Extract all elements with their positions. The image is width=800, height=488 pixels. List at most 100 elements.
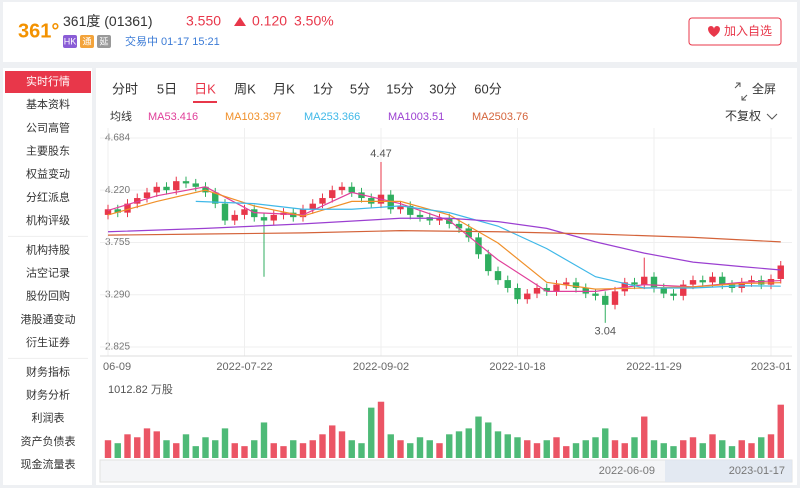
sidebar-item[interactable]: 权益变动 bbox=[26, 167, 70, 181]
tab[interactable]: 日K bbox=[194, 81, 216, 96]
sidebar-item[interactable]: 衍生证券 bbox=[26, 335, 70, 349]
stock-name: 361度 (01361) bbox=[63, 13, 153, 29]
sidebar-item[interactable]: 基本资料 bbox=[26, 97, 70, 111]
sidebar-item[interactable]: 现金流量表 bbox=[21, 457, 76, 471]
candle-body bbox=[572, 282, 580, 288]
ma-value: 3.397 bbox=[254, 111, 282, 123]
ma-legend: MA2503.76 bbox=[472, 111, 528, 123]
candle-body bbox=[494, 271, 502, 281]
volume-bar bbox=[680, 440, 687, 458]
sidebar-item[interactable]: 港股通变动 bbox=[21, 312, 76, 326]
sidebar-item[interactable]: 公司高管 bbox=[26, 120, 70, 134]
candle-body bbox=[143, 192, 151, 199]
tab[interactable]: 周K bbox=[234, 81, 256, 96]
candle-body bbox=[543, 287, 550, 292]
volume-bar bbox=[455, 431, 463, 458]
volume-bar bbox=[221, 428, 229, 458]
volume-bar bbox=[104, 440, 112, 458]
sidebar-item[interactable]: 机构评级 bbox=[26, 213, 70, 227]
candle-body bbox=[485, 254, 492, 272]
tab[interactable]: 1分 bbox=[313, 81, 333, 96]
sidebar-item[interactable]: 分红派息 bbox=[26, 190, 70, 204]
sidebar-item[interactable]: 股份回购 bbox=[26, 289, 70, 303]
sidebar-item[interactable]: 主要股东 bbox=[26, 145, 70, 158]
volume-bar bbox=[582, 440, 589, 458]
ma-value: 3.51 bbox=[423, 111, 444, 123]
ma-legend: MA253.366 bbox=[304, 111, 360, 123]
watch-button[interactable] bbox=[688, 17, 782, 46]
tab-underline bbox=[193, 101, 217, 103]
volume-bar bbox=[485, 422, 492, 458]
candle-body bbox=[748, 280, 755, 283]
header-panel bbox=[3, 2, 797, 62]
tag-box bbox=[80, 35, 94, 48]
candle-body bbox=[504, 280, 511, 288]
candle-body bbox=[260, 217, 268, 221]
candle-body bbox=[553, 284, 560, 292]
fullscreen-icon bbox=[734, 82, 748, 101]
candle-body bbox=[650, 276, 658, 288]
fullscreen[interactable]: 全屏 bbox=[752, 81, 776, 96]
volume-bar bbox=[416, 437, 424, 458]
volume-bar bbox=[387, 434, 394, 458]
volume-bar bbox=[182, 434, 190, 458]
tab[interactable]: 5分 bbox=[350, 81, 370, 96]
watch-button-label[interactable]: 加入自选 bbox=[724, 24, 772, 38]
volume-bar bbox=[504, 434, 511, 458]
sidebar-item[interactable]: 资产负债表 bbox=[21, 434, 76, 448]
ma-title: 均线 bbox=[110, 109, 132, 123]
candle-body bbox=[241, 209, 248, 215]
volume-bar bbox=[514, 437, 521, 458]
tab[interactable]: 30分 bbox=[429, 81, 456, 96]
tab[interactable]: 5日 bbox=[157, 81, 177, 96]
sidebar-item[interactable]: 财务指标 bbox=[26, 364, 70, 378]
candle-body bbox=[338, 186, 346, 191]
y-tick-label: 3.755 bbox=[105, 237, 130, 248]
tab[interactable]: 15分 bbox=[386, 81, 413, 96]
ma-line bbox=[107, 217, 781, 271]
volume-bar bbox=[758, 437, 765, 458]
volume-bar bbox=[748, 443, 755, 458]
ma-legend: MA53.416 bbox=[148, 111, 198, 123]
sidebar-item[interactable]: 利润表 bbox=[32, 411, 65, 425]
sidebar-item[interactable]: 沽空记录 bbox=[26, 266, 70, 280]
navigator-end: 2023-01-17 bbox=[729, 465, 785, 477]
x-tick-label: 2022-11-29 bbox=[626, 361, 681, 373]
tab[interactable]: 分时 bbox=[112, 81, 138, 96]
volume-bar bbox=[631, 437, 638, 458]
sidebar-item[interactable]: 实时行情 bbox=[26, 74, 70, 88]
volume-bar bbox=[699, 443, 706, 458]
volume-bar bbox=[553, 437, 560, 458]
volume-bar bbox=[260, 422, 268, 458]
volume-bar bbox=[533, 443, 541, 458]
volume-bar bbox=[524, 440, 531, 458]
tab[interactable]: 月K bbox=[273, 81, 295, 96]
volume-bar bbox=[143, 428, 151, 458]
adjust[interactable]: 不复权 bbox=[725, 109, 761, 123]
volume-bar bbox=[728, 446, 736, 458]
ma-name: MA25 bbox=[304, 111, 333, 123]
volume-max: 1012.82 bbox=[108, 384, 148, 396]
y-tick-label: 3.290 bbox=[105, 289, 130, 300]
candle-body bbox=[767, 278, 775, 285]
volume-bar bbox=[777, 404, 784, 458]
volume-bar bbox=[611, 440, 619, 458]
sidebar-item[interactable]: 机构持股 bbox=[26, 242, 70, 256]
y-tick-label: 4.220 bbox=[105, 185, 130, 196]
volume-bar bbox=[709, 434, 716, 458]
volume-bar bbox=[738, 440, 745, 458]
candle-body bbox=[670, 293, 677, 296]
status: 交易中 01-17 15:21 bbox=[125, 34, 220, 48]
sidebar-item[interactable]: 财务分析 bbox=[26, 388, 70, 402]
volume-bar bbox=[397, 440, 404, 458]
ma-line bbox=[107, 189, 781, 290]
candle-body bbox=[397, 205, 404, 210]
volume-bar bbox=[114, 443, 121, 458]
candle-body bbox=[319, 198, 326, 204]
tab[interactable]: 60分 bbox=[474, 81, 501, 96]
volume-bar bbox=[592, 437, 599, 458]
y-tick-label: 2.825 bbox=[105, 342, 130, 353]
volume-bar bbox=[446, 434, 453, 458]
tag: 通 bbox=[82, 36, 91, 46]
